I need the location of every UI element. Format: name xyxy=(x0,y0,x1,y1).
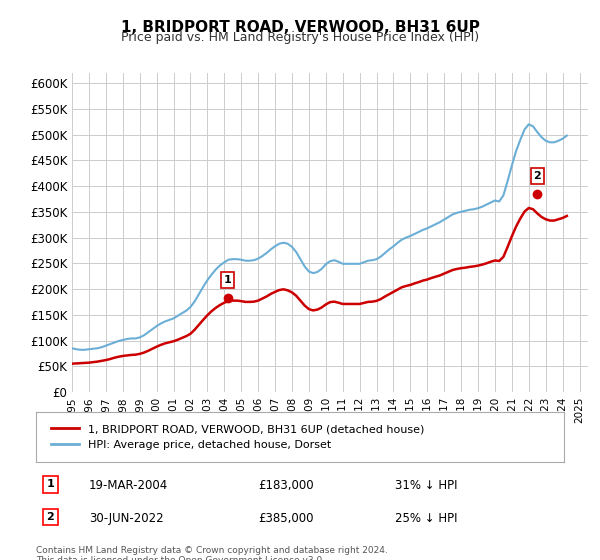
Text: 19-MAR-2004: 19-MAR-2004 xyxy=(89,479,168,492)
Text: 2: 2 xyxy=(47,512,55,522)
Text: £183,000: £183,000 xyxy=(258,479,313,492)
Text: 1: 1 xyxy=(224,275,232,285)
Text: 1, BRIDPORT ROAD, VERWOOD, BH31 6UP: 1, BRIDPORT ROAD, VERWOOD, BH31 6UP xyxy=(121,20,479,35)
Legend: 1, BRIDPORT ROAD, VERWOOD, BH31 6UP (detached house), HPI: Average price, detach: 1, BRIDPORT ROAD, VERWOOD, BH31 6UP (det… xyxy=(47,419,429,454)
Text: £385,000: £385,000 xyxy=(258,512,313,525)
Text: 25% ↓ HPI: 25% ↓ HPI xyxy=(395,512,458,525)
Text: Contains HM Land Registry data © Crown copyright and database right 2024.
This d: Contains HM Land Registry data © Crown c… xyxy=(36,546,388,560)
Text: 2: 2 xyxy=(533,171,541,181)
Text: 30-JUN-2022: 30-JUN-2022 xyxy=(89,512,163,525)
Text: Price paid vs. HM Land Registry's House Price Index (HPI): Price paid vs. HM Land Registry's House … xyxy=(121,31,479,44)
Text: 1: 1 xyxy=(47,479,55,489)
Text: 31% ↓ HPI: 31% ↓ HPI xyxy=(395,479,458,492)
